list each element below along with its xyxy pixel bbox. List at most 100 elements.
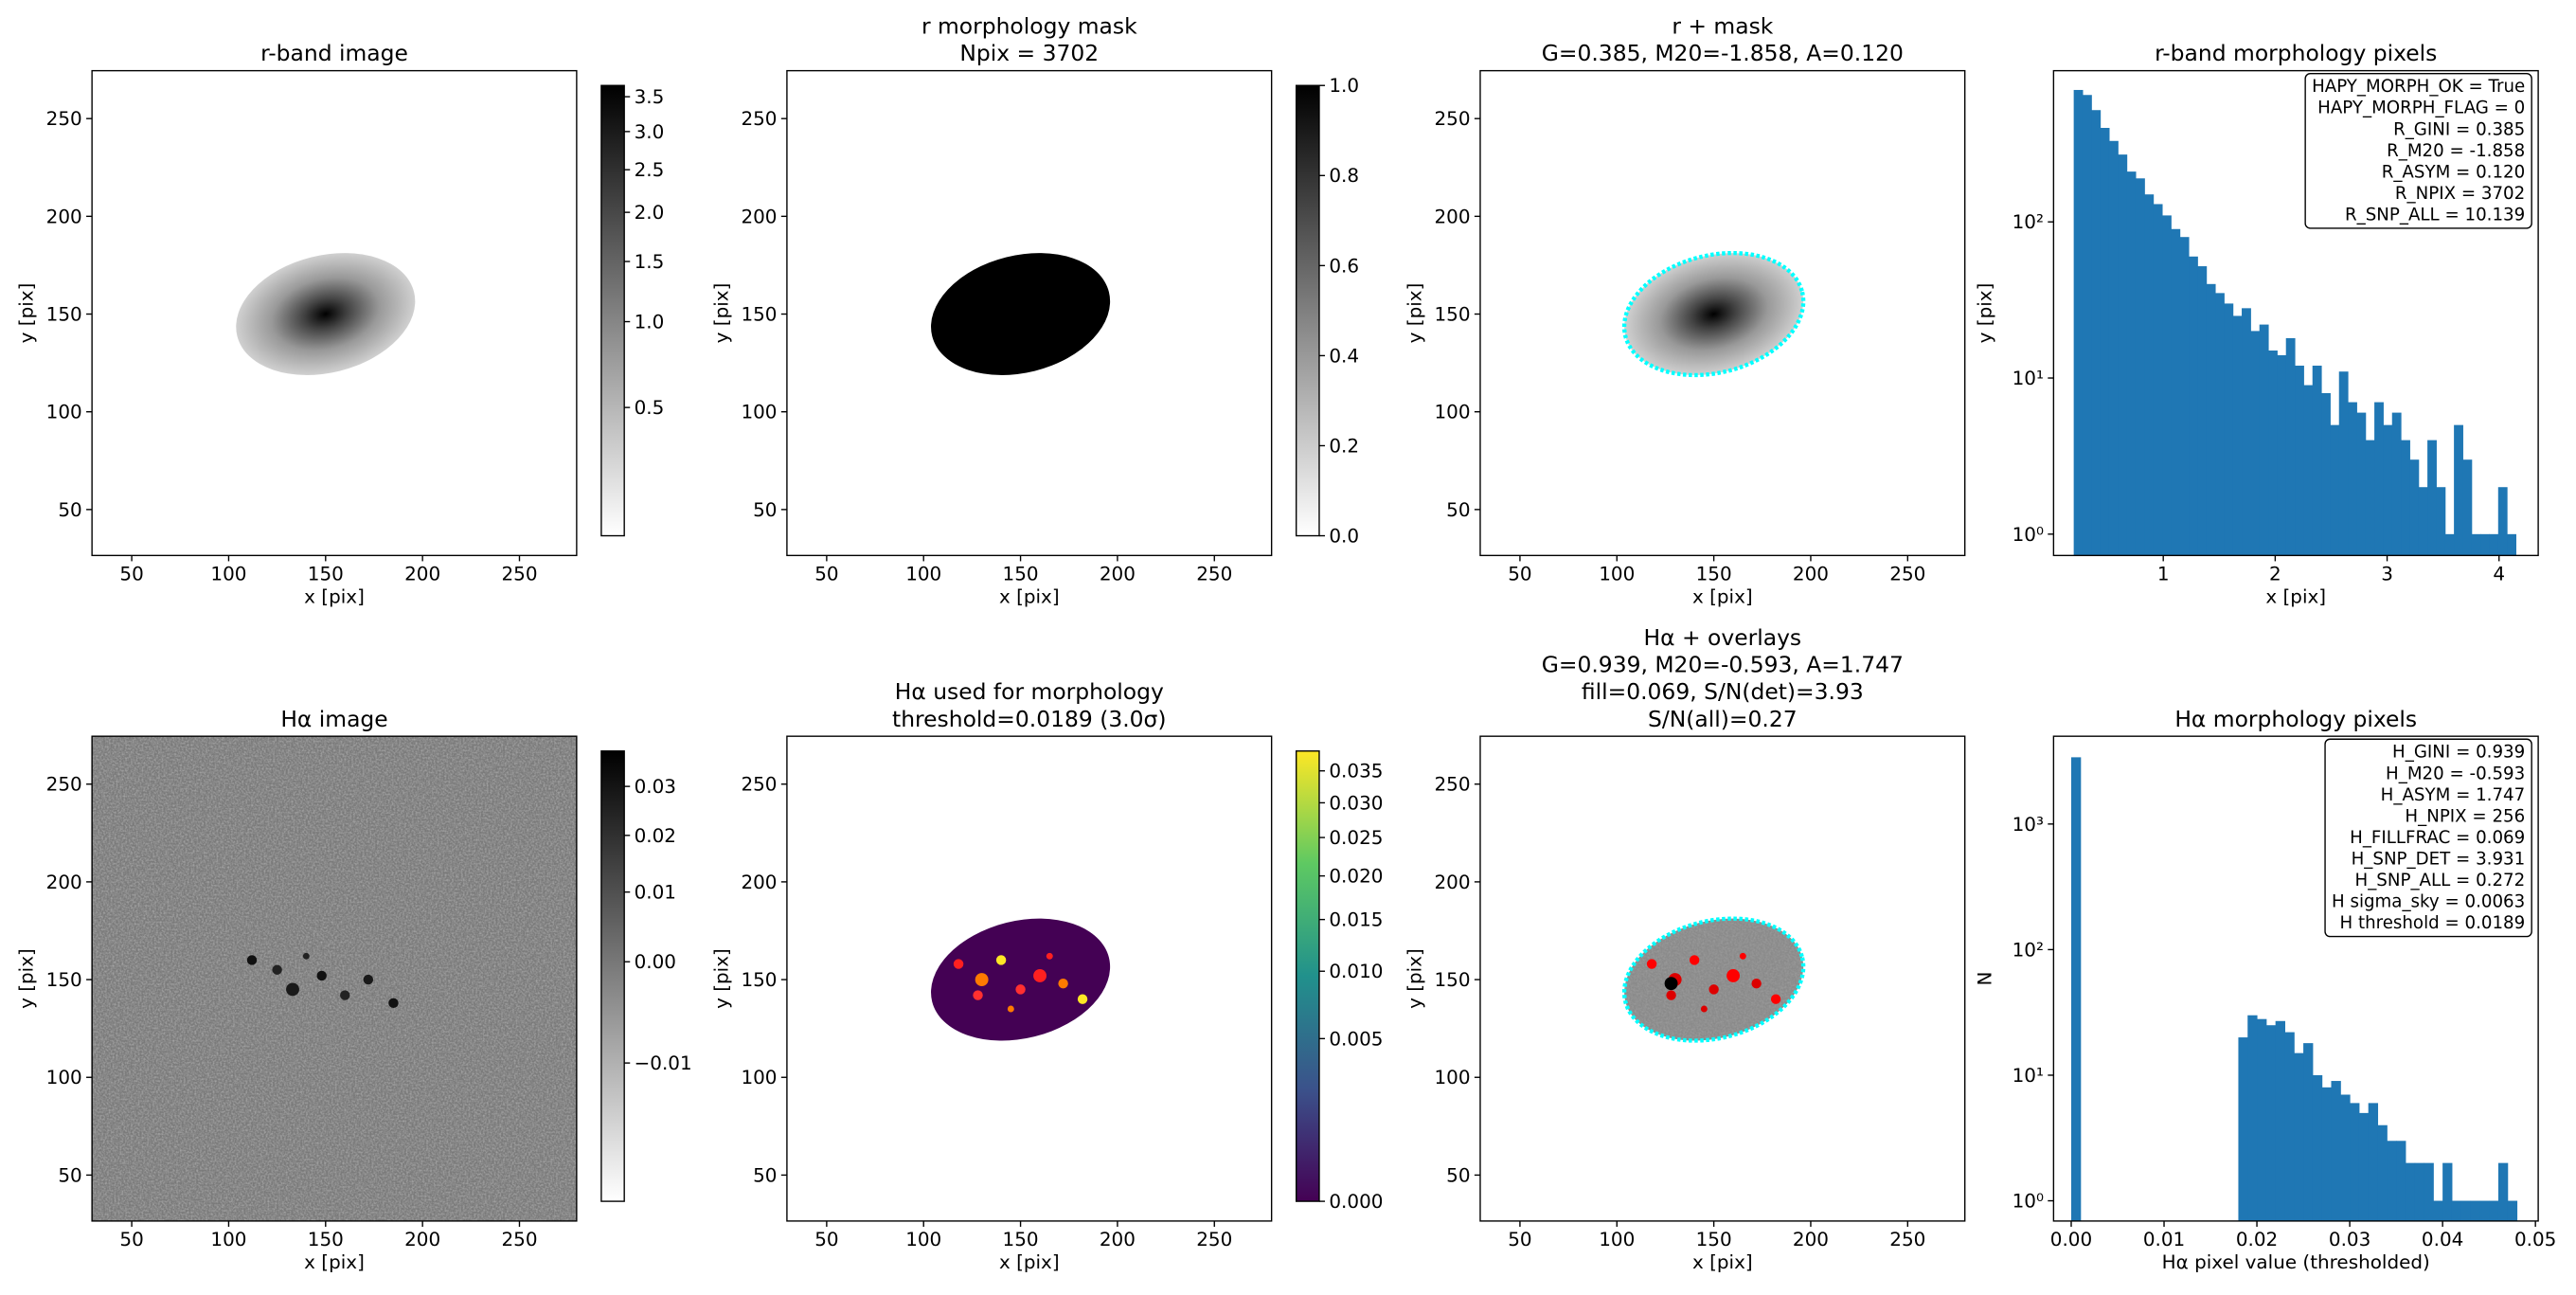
histogram-bar <box>2294 1052 2304 1221</box>
histogram-bar <box>2444 533 2455 556</box>
histogram-bar <box>2118 154 2128 556</box>
histogram-bar <box>2462 459 2473 556</box>
axes-frame <box>91 735 578 1222</box>
annotation-line: R_ASYM = 0.120 <box>2382 162 2526 182</box>
mask-outline <box>1621 916 1806 1043</box>
histogram-bar <box>2356 412 2367 556</box>
panel-title: r morphology mask <box>921 13 1137 40</box>
histogram-bar <box>2489 1200 2499 1221</box>
y-tick-label: 150 <box>46 968 82 991</box>
plot-area <box>1621 916 1806 1043</box>
x-tick-label: 250 <box>1889 1228 1925 1250</box>
histogram-bar <box>2215 293 2225 556</box>
colorbar-tick-label: 0.8 <box>1329 164 1359 187</box>
y-tick-label: 250 <box>741 107 777 130</box>
axes-frame <box>1479 69 1966 557</box>
y-tick-label: 150 <box>1434 302 1470 325</box>
x-axis-label: Hα pixel value (thresholded) <box>2162 1250 2430 1273</box>
emission-spot <box>1708 984 1719 995</box>
x-tick-label: 50 <box>119 1228 143 1250</box>
histogram-bar <box>2275 1020 2285 1221</box>
emission-spot <box>1077 994 1088 1004</box>
colorbar-tick-label: 1.0 <box>635 310 665 333</box>
x-tick-label: 100 <box>1599 1228 1635 1250</box>
y-tick-label: 200 <box>1434 205 1470 227</box>
x-tick-label: 50 <box>814 562 838 585</box>
y-tick-label: 150 <box>741 302 777 325</box>
emission-spot <box>1700 1005 1708 1013</box>
panel-title: fill=0.069, S/N(det)=3.93 <box>1582 678 1864 705</box>
histogram-bar <box>2471 533 2481 556</box>
colorbar-tick-label: 2.5 <box>635 158 665 181</box>
histogram-bar <box>2350 1103 2360 1221</box>
colorbar-tick-label: 2.0 <box>635 201 665 224</box>
histogram-bar <box>2424 1162 2434 1221</box>
colorbar-tick-label: 1.5 <box>635 250 665 273</box>
emission-spot <box>1046 952 1053 960</box>
x-tick-label: 2 <box>2269 562 2281 585</box>
x-tick-label: 250 <box>1196 562 1232 585</box>
panel-title: Hα morphology pixels <box>2174 706 2417 732</box>
annotation-line: H threshold = 0.0189 <box>2339 913 2525 933</box>
mask-region <box>931 918 1111 1041</box>
annotation-line: R_GINI = 0.385 <box>2393 119 2525 139</box>
histogram-bar <box>2414 1162 2425 1221</box>
emission-spot <box>1664 977 1678 991</box>
x-tick-label: 250 <box>501 1228 537 1250</box>
x-axis-label: x [pix] <box>2265 585 2326 608</box>
plot-area <box>92 736 577 1221</box>
panel-title: threshold=0.0189 (3.0σ) <box>892 706 1167 732</box>
emission-spot <box>1726 969 1741 982</box>
x-axis-label: x [pix] <box>304 1250 365 1273</box>
x-tick-label: 4 <box>2493 562 2505 585</box>
colorbar-tick-label: 0.2 <box>1329 434 1359 457</box>
histogram-bar <box>2197 266 2208 556</box>
histogram-bar <box>2108 140 2119 556</box>
colorbar-tick-label: 0.00 <box>635 950 676 973</box>
x-tick-label: 0.04 <box>2422 1228 2463 1250</box>
colorbar-tick-label: 3.0 <box>635 120 665 143</box>
emission-spot <box>316 970 327 981</box>
galaxy <box>236 253 416 375</box>
histogram-bar <box>2153 204 2163 556</box>
emission-spot <box>953 959 964 969</box>
histogram-bar <box>2358 1112 2370 1221</box>
y-tick-label: 10³ <box>2012 813 2044 836</box>
histogram-bar <box>2070 757 2082 1221</box>
colorbar-tick-label: 0.000 <box>1329 1190 1383 1213</box>
histogram-bar <box>2507 533 2516 556</box>
emission-spot <box>1739 952 1746 960</box>
emission-spot <box>1007 1005 1014 1013</box>
x-tick-label: 0.02 <box>2236 1228 2278 1250</box>
annotation-line: H_SNP_ALL = 0.272 <box>2355 871 2526 890</box>
colorbar <box>1295 84 1320 537</box>
histogram-bar <box>2418 487 2428 556</box>
x-tick-label: 100 <box>210 562 246 585</box>
annotation-line: H_GINI = 0.939 <box>2392 743 2525 763</box>
plot-area <box>931 253 1111 375</box>
x-tick-label: 200 <box>404 562 440 585</box>
y-tick-label: 10¹ <box>2012 367 2044 389</box>
galaxy-texture <box>1624 918 1804 1041</box>
x-tick-label: 100 <box>1599 562 1635 585</box>
annotation-line: HAPY_MORPH_OK = True <box>2312 77 2525 97</box>
y-tick-label: 50 <box>753 1163 777 1186</box>
histogram-bar <box>2250 331 2261 556</box>
histogram-bar <box>2497 487 2508 556</box>
emission-spot <box>1770 994 1781 1004</box>
histogram-bar <box>2277 354 2287 556</box>
colorbar-tick-label: 0.010 <box>1329 960 1383 982</box>
histogram-bar <box>2238 1037 2248 1221</box>
histogram-bar <box>2383 424 2393 556</box>
panel-title: G=0.385, M20=-1.858, A=0.120 <box>1542 40 1904 66</box>
y-tick-label: 50 <box>58 1163 81 1186</box>
colorbar-tick-label: 0.01 <box>635 881 676 904</box>
histogram-bar <box>2391 412 2402 556</box>
plot-area <box>931 918 1111 1041</box>
y-tick-label: 200 <box>741 205 777 227</box>
emission-spot <box>1751 978 1762 989</box>
colorbar-tick-label: 0.030 <box>1329 791 1383 814</box>
histogram-bar <box>2396 1141 2406 1221</box>
